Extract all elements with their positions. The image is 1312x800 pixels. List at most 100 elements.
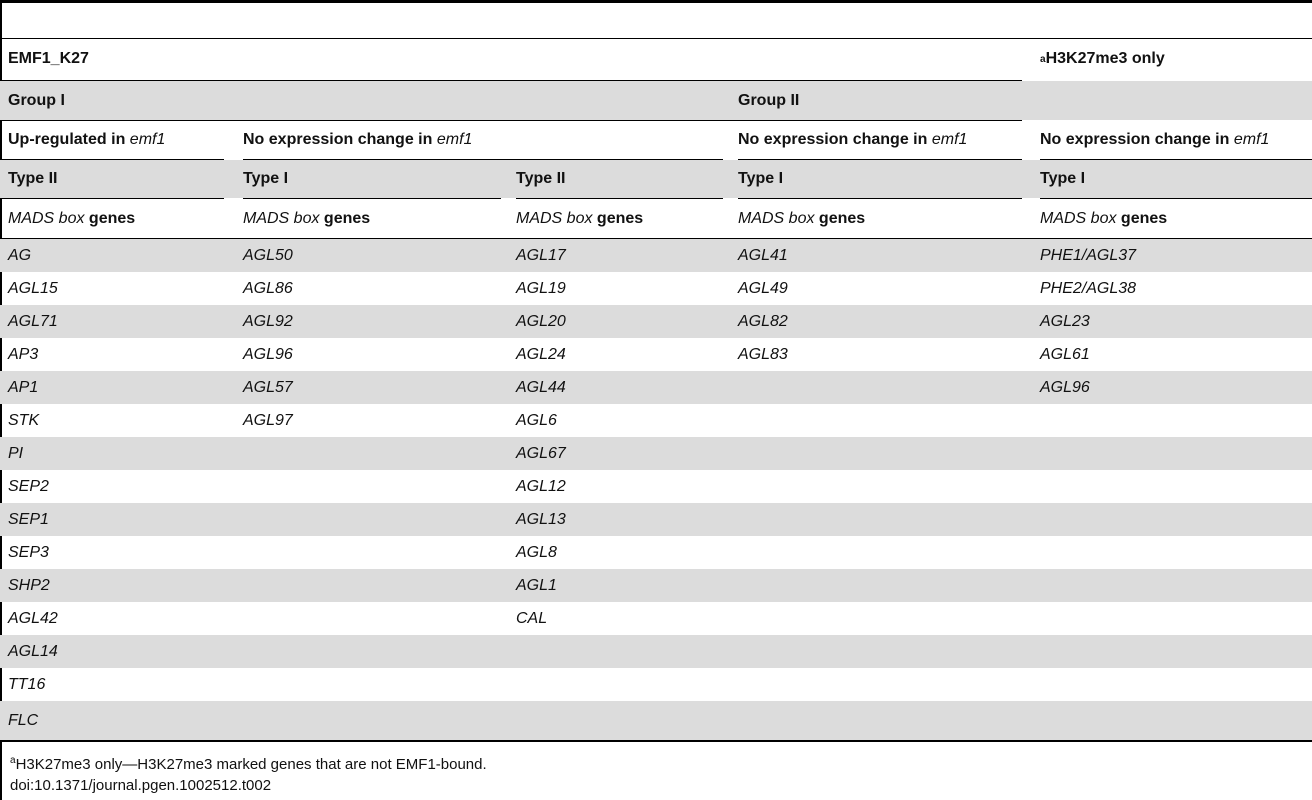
- top-rule: [0, 0, 1312, 3]
- gene-cell: SEP3: [8, 543, 49, 561]
- gene-cell: AGL83: [738, 345, 788, 363]
- genes-label: genes: [592, 209, 644, 227]
- header-row-mads: MADS box genes MADS box genes MADS box g…: [0, 199, 1312, 238]
- table-row: FLC: [0, 701, 1312, 740]
- genes-label: genes: [1116, 209, 1168, 227]
- mads-italic: MADS box: [738, 209, 815, 227]
- emf1-italic: emf1: [436, 131, 473, 148]
- type-col5: Type I: [1040, 170, 1086, 187]
- gene-cell: AGL50: [243, 246, 293, 264]
- up-regulated-header: Up-regulated in emf1: [8, 121, 165, 159]
- gene-cell: AGL1: [516, 576, 557, 594]
- footnote: aH3K27me3 only—H3K27me3 marked genes tha…: [10, 755, 487, 773]
- gene-cell: AGL6: [516, 411, 557, 429]
- gene-cell: AGL44: [516, 378, 566, 396]
- gene-cell: AGL96: [243, 345, 293, 363]
- gene-cell: AG: [8, 246, 32, 264]
- rule-5c: [516, 198, 723, 199]
- table-row: AGL14: [0, 635, 1312, 668]
- rule-4d: [1040, 159, 1312, 160]
- mads-col2: MADS box genes: [243, 199, 370, 238]
- mads-col5: MADS box genes: [1040, 199, 1167, 238]
- gene-cell: SEP2: [8, 477, 49, 495]
- gene-cell: AP3: [8, 345, 39, 363]
- type-col4: Type I: [738, 170, 784, 187]
- emf1-k27-header: EMF1_K27: [8, 50, 89, 67]
- h3k27-footnote-marker: a: [1040, 53, 1046, 65]
- emf1-italic: emf1: [129, 131, 166, 148]
- gene-cell: AGL13: [516, 510, 566, 528]
- table-row: SHP2 AGL1: [0, 569, 1312, 602]
- gene-cell: AGL15: [8, 279, 58, 297]
- up-regulated-label: Up-regulated in: [8, 131, 126, 148]
- table-row: AGL42 CAL: [0, 602, 1312, 635]
- genes-label: genes: [84, 209, 136, 227]
- type-col1: Type II: [8, 170, 58, 187]
- table-row: TT16: [0, 668, 1312, 701]
- gene-cell: AGL97: [243, 411, 293, 429]
- gene-cell: AGL86: [243, 279, 293, 297]
- gene-cell: AGL67: [516, 444, 566, 462]
- table-row: AGL71 AGL92 AGL20 AGL82 AGL23: [0, 305, 1312, 338]
- gene-cell: PHE2/AGL38: [1040, 279, 1137, 297]
- gene-cell: AGL17: [516, 246, 566, 264]
- bottom-rule: [0, 740, 1312, 742]
- mads-italic: MADS box: [243, 209, 320, 227]
- gene-cell: AGL49: [738, 279, 788, 297]
- type-col2: Type I: [243, 170, 289, 187]
- gene-cell: AGL57: [243, 378, 293, 396]
- gene-cell: AGL42: [8, 609, 58, 627]
- h3k27-label: H3K27me3 only: [1045, 50, 1165, 67]
- header-row-type: Type II Type I Type II Type I Type I: [0, 160, 1312, 198]
- mads-col4: MADS box genes: [738, 199, 865, 238]
- rule-4c: [738, 159, 1022, 160]
- gene-cell: AGL12: [516, 477, 566, 495]
- gene-cell: AP1: [8, 378, 39, 396]
- group-1-header: Group I: [8, 91, 65, 109]
- table-row: SEP3 AGL8: [0, 536, 1312, 569]
- header-row-groups: Group I Group II: [0, 81, 1312, 120]
- gene-cell: CAL: [516, 609, 548, 627]
- gene-cell: AGL8: [516, 543, 557, 561]
- no-change-header-group2: No expression change in emf1: [738, 121, 967, 159]
- rule-1: [0, 38, 1312, 39]
- table-row: AP3 AGL96 AGL24 AGL83 AGL61: [0, 338, 1312, 371]
- gene-cell: AGL71: [8, 312, 58, 330]
- table-row: SEP1 AGL13: [0, 503, 1312, 536]
- gene-cell: AGL61: [1040, 345, 1090, 363]
- gene-cell: AGL24: [516, 345, 566, 363]
- type-col3: Type II: [516, 170, 566, 187]
- gene-cell: AGL19: [516, 279, 566, 297]
- rule-4a: [0, 159, 224, 160]
- gene-cell: SHP2: [8, 576, 50, 594]
- h3k27-only-header: a H3K27me3 only: [1040, 39, 1165, 79]
- gene-cell: TT16: [8, 675, 46, 693]
- gene-cell: PHE1/AGL37: [1040, 246, 1137, 264]
- table-row: PI AGL67: [0, 437, 1312, 470]
- mads-italic: MADS box: [1040, 209, 1117, 227]
- no-change-label: No expression change in: [1040, 131, 1230, 148]
- rule-5e: [1040, 198, 1312, 199]
- mads-italic: MADS box: [516, 209, 593, 227]
- header-row-1: EMF1_K27 a H3K27me3 only: [0, 39, 1312, 79]
- gene-cell: SEP1: [8, 510, 49, 528]
- group-2-header: Group II: [738, 91, 800, 109]
- table-row: SEP2 AGL12: [0, 470, 1312, 503]
- gene-cell: AGL20: [516, 312, 566, 330]
- header-bottom-rule: [0, 238, 1312, 239]
- gene-cell: FLC: [8, 711, 39, 729]
- footnote-marker: a: [10, 755, 16, 766]
- table-row: AG AGL50 AGL17 AGL41 PHE1/AGL37: [0, 239, 1312, 272]
- rule-5d: [738, 198, 1022, 199]
- no-change-label: No expression change in: [243, 131, 433, 148]
- table-row: AP1 AGL57 AGL44 AGL96: [0, 371, 1312, 404]
- gene-cell: AGL96: [1040, 378, 1090, 396]
- rule-5b: [243, 198, 501, 199]
- rule-5a: [0, 198, 224, 199]
- genes-label: genes: [814, 209, 866, 227]
- gene-cell: AGL92: [243, 312, 293, 330]
- gene-cell: AGL41: [738, 246, 788, 264]
- header-row-expression: Up-regulated in emf1 No expression chang…: [0, 121, 1312, 159]
- no-change-header-h3k27: No expression change in emf1: [1040, 121, 1269, 159]
